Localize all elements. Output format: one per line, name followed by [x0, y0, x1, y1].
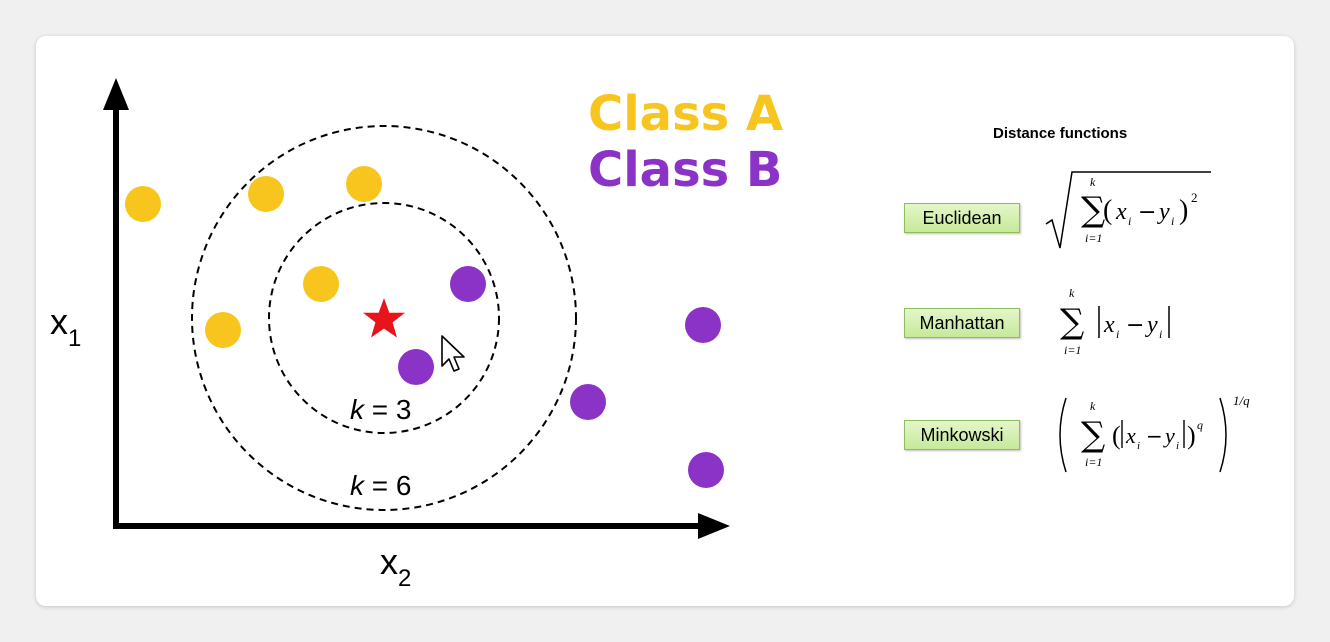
knn-diagram: x1 x2 k = 3 k = 6 C	[50, 78, 783, 592]
legend-class-b: Class B	[588, 142, 783, 198]
manhattan-button[interactable]: Manhattan	[904, 308, 1020, 338]
distance-functions-title: Distance functions	[993, 125, 1128, 142]
euclidean-button[interactable]: Euclidean	[904, 203, 1020, 233]
class-b-point	[685, 307, 721, 343]
k6-neighborhood-circle	[191, 125, 577, 511]
slide-card: x1 x2 k = 3 k = 6 C	[36, 36, 1294, 606]
mouse-cursor-icon	[441, 335, 465, 372]
class-b-point	[398, 349, 434, 385]
y-axis-label: x1	[50, 301, 81, 352]
k6-label: k = 6	[350, 470, 411, 501]
k3-label: k = 3	[350, 394, 411, 425]
class-b-point	[450, 266, 486, 302]
x-axis-arrowhead	[698, 513, 730, 539]
class-a-point	[303, 266, 339, 302]
class-a-point	[205, 312, 241, 348]
class-b-point	[688, 452, 724, 488]
class-a-point	[125, 186, 161, 222]
legend-class-a: Class A	[588, 86, 783, 142]
class-a-point	[248, 176, 284, 212]
x-axis-label: x2	[380, 541, 411, 592]
k3-neighborhood-circle	[268, 202, 500, 434]
class-b-point	[570, 384, 606, 420]
minkowski-button[interactable]: Minkowski	[904, 420, 1020, 450]
y-axis-arrowhead	[103, 78, 129, 110]
class-a-point	[346, 166, 382, 202]
star-icon	[363, 298, 405, 338]
